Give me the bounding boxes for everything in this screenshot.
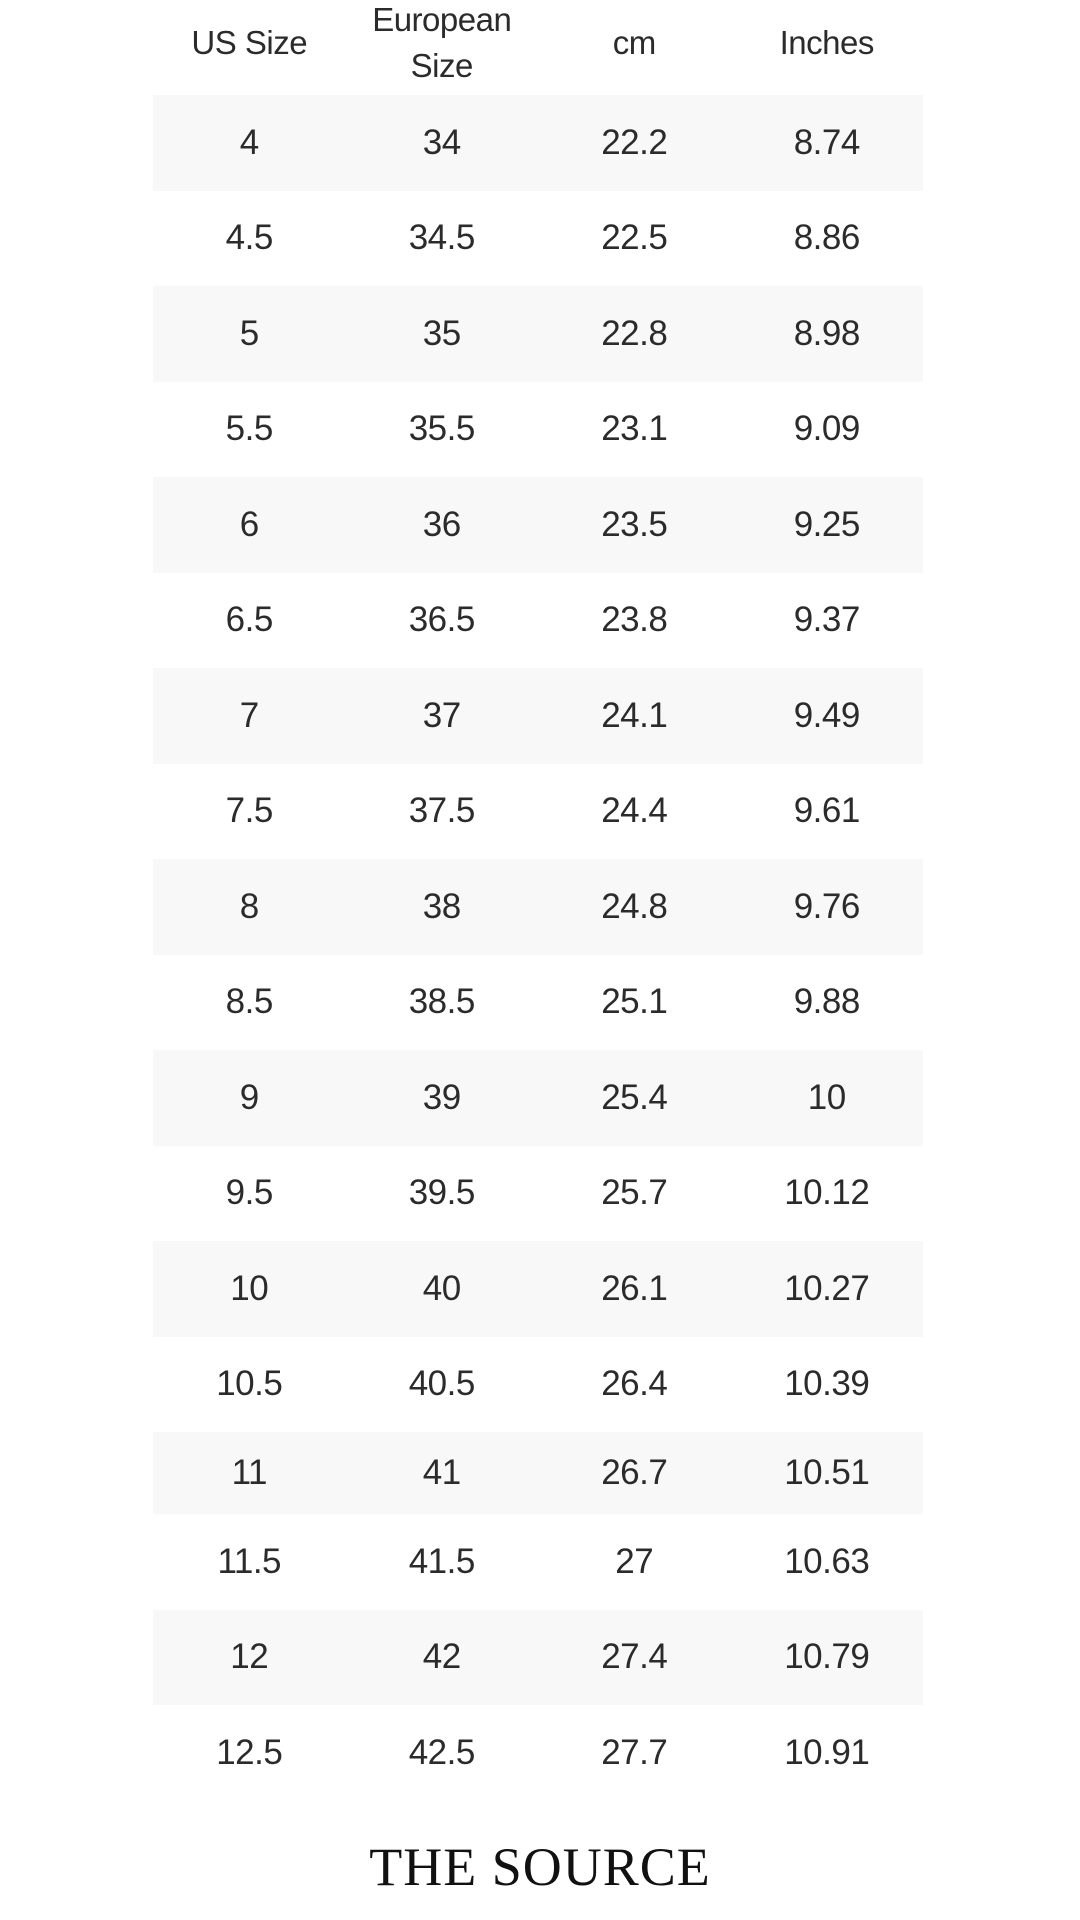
table-cell: 9.09 — [793, 409, 861, 449]
table-cell: 38 — [422, 886, 461, 926]
table-cell: 27 — [615, 1541, 654, 1581]
table-row: 5.5 35.5 23.1 9.09 — [153, 382, 923, 478]
table-row: 7.5 37.5 24.4 9.61 — [153, 764, 923, 860]
table-cell: 41.5 — [408, 1541, 476, 1581]
table-cell: 37 — [422, 695, 461, 735]
table-cell: 22.8 — [601, 313, 668, 353]
table-cell: 25.7 — [601, 1173, 668, 1213]
table-cell: 7.5 — [225, 791, 274, 831]
table-cell: 36.5 — [408, 600, 476, 640]
table-cell: 34 — [422, 122, 461, 162]
table-cell: 36 — [422, 504, 461, 544]
table-cell: 38.5 — [408, 982, 476, 1022]
table-cell: 22.2 — [601, 122, 668, 162]
table-cell: 25.4 — [601, 1077, 668, 1117]
table-cell: 34.5 — [408, 218, 476, 258]
table-cell: 27.7 — [601, 1732, 668, 1772]
header-us-size: US Size — [191, 23, 308, 61]
table-row: 8.5 38.5 25.1 9.88 — [153, 955, 923, 1051]
table-cell: 11 — [231, 1453, 268, 1492]
table-cell: 5 — [239, 313, 259, 353]
table-cell: 7 — [239, 695, 259, 735]
header-cm: cm — [612, 23, 656, 61]
table-row: 6 36 23.5 9.25 — [153, 477, 923, 573]
table-cell: 42 — [422, 1637, 461, 1677]
table-cell: 40 — [422, 1268, 461, 1308]
table-cell: 6.5 — [225, 600, 274, 640]
table-cell: 10.5 — [216, 1364, 283, 1404]
table-cell: 9.49 — [793, 695, 861, 735]
table-row: 5 35 22.8 8.98 — [153, 286, 923, 382]
table-cell: 27.4 — [601, 1637, 668, 1677]
table-cell: 24.8 — [601, 886, 668, 926]
header-european-size: European Size — [372, 0, 512, 84]
table-cell: 35 — [422, 313, 461, 353]
table-header: US Size European Size cm Inches — [153, 0, 923, 95]
table-cell: 10.91 — [784, 1732, 870, 1772]
table-cell: 11.5 — [217, 1541, 282, 1581]
table-row: 9 39 25.4 10 — [153, 1050, 923, 1146]
table-row: 9.5 39.5 25.7 10.12 — [153, 1146, 923, 1242]
table-cell: 9.5 — [225, 1173, 274, 1213]
header-inches: Inches — [779, 23, 875, 61]
table-row: 10 40 26.1 10.27 — [153, 1241, 923, 1337]
table-cell: 23.5 — [601, 504, 668, 544]
table-cell: 8 — [239, 886, 259, 926]
table-cell: 39.5 — [408, 1173, 476, 1213]
table-cell: 8.98 — [793, 313, 861, 353]
table-row: 4 34 22.2 8.74 — [153, 95, 923, 191]
table-cell: 22.5 — [601, 218, 668, 258]
table-cell: 35.5 — [408, 409, 476, 449]
table-cell: 37.5 — [408, 791, 476, 831]
table-cell: 40.5 — [408, 1364, 476, 1404]
table-row: 10.5 40.5 26.4 10.39 — [153, 1337, 923, 1433]
table-cell: 10.39 — [784, 1364, 870, 1404]
table-row: 12.5 42.5 27.7 10.91 — [153, 1705, 923, 1801]
table-cell: 4 — [239, 122, 259, 162]
table-cell: 10.63 — [784, 1541, 870, 1581]
table-row: 11 41 26.7 10.51 — [153, 1432, 923, 1514]
table-cell: 39 — [422, 1077, 461, 1117]
table-cell: 10.27 — [784, 1268, 870, 1308]
table-cell: 9.37 — [793, 600, 861, 640]
table-cell: 24.1 — [601, 695, 668, 735]
table-row: 7 37 24.1 9.49 — [153, 668, 923, 764]
table-cell: 41 — [422, 1453, 461, 1492]
table-row: 11.5 41.5 27 10.63 — [153, 1514, 923, 1610]
table-cell: 8.5 — [225, 982, 274, 1022]
table-cell: 9.61 — [793, 791, 861, 831]
table-cell: 6 — [239, 504, 259, 544]
table-cell: 9.88 — [793, 982, 861, 1022]
table-cell: 23.8 — [601, 600, 668, 640]
table-row: 6.5 36.5 23.8 9.37 — [153, 573, 923, 669]
table-row: 8 38 24.8 9.76 — [153, 859, 923, 955]
table-cell: 23.1 — [601, 409, 668, 449]
table-cell: 5.5 — [225, 409, 274, 449]
table-cell: 10.51 — [784, 1453, 870, 1492]
table-row: 4.5 34.5 22.5 8.86 — [153, 191, 923, 287]
table-cell: 25.1 — [601, 982, 668, 1022]
table-cell: 8.74 — [793, 122, 861, 162]
table-cell: 12 — [230, 1637, 269, 1677]
table-row: 12 42 27.4 10.79 — [153, 1609, 923, 1705]
table-cell: 42.5 — [408, 1732, 476, 1772]
table-cell: 9.25 — [793, 504, 861, 544]
table-cell: 24.4 — [601, 791, 668, 831]
table-cell: 9.76 — [793, 886, 861, 926]
table-cell: 9 — [239, 1077, 259, 1117]
table-cell: 10 — [807, 1077, 846, 1117]
table-cell: 26.1 — [601, 1268, 668, 1308]
table-cell: 26.7 — [601, 1453, 668, 1492]
table-cell: 10.79 — [784, 1637, 870, 1677]
brand-logo: THE SOURCE — [369, 1837, 711, 1897]
table-cell: 12.5 — [216, 1732, 283, 1772]
table-cell: 4.5 — [225, 218, 274, 258]
table-cell: 10.12 — [784, 1173, 870, 1213]
table-cell: 26.4 — [601, 1364, 668, 1404]
table-cell: 10 — [230, 1268, 269, 1308]
table-cell: 8.86 — [793, 218, 861, 258]
